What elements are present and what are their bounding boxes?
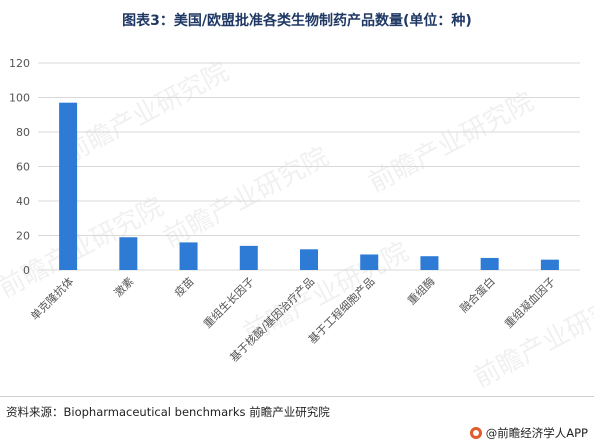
bar — [360, 254, 379, 270]
x-tick-label: 重组酶 — [404, 274, 437, 307]
x-tick-label: 重组凝血因子 — [501, 274, 558, 331]
source-note: 资料来源：Biopharmaceutical benchmarks 前瞻产业研究… — [6, 405, 330, 419]
bar — [300, 249, 318, 270]
y-tick-label: 60 — [16, 161, 30, 174]
x-tick-label: 疫苗 — [171, 274, 196, 299]
y-tick-label: 80 — [16, 126, 30, 139]
chart-title: 图表3：美国/欧盟批准各类生物制药产品数量(单位：种) — [122, 13, 472, 29]
watermark-text: 前瞻产业研究院 — [364, 87, 539, 199]
brand: @前瞻经济学人APP — [469, 425, 588, 441]
bar — [420, 256, 439, 270]
y-axis: 0 20 40 60 80 100 120 — [9, 57, 30, 277]
y-tick-label: 100 — [9, 92, 30, 105]
bar — [59, 102, 78, 270]
y-tick-label: 0 — [23, 264, 30, 277]
watermark-text: 前瞻产业研究院 — [59, 57, 234, 169]
bar — [480, 257, 499, 270]
watermark-text: 前瞻产业研究院 — [159, 142, 334, 254]
brand-logo-icon — [469, 427, 482, 439]
bars — [59, 102, 559, 270]
brand-label: @前瞻经济学人APP — [485, 426, 588, 440]
y-tick-label: 40 — [16, 195, 30, 208]
footer-divider — [0, 396, 594, 397]
watermark-text: 前瞻产业研究院 — [0, 192, 169, 304]
bar — [179, 242, 198, 270]
x-tick-label: 融合蛋白 — [457, 274, 498, 315]
y-tick-label: 20 — [16, 230, 30, 243]
bar — [119, 237, 138, 270]
bar — [540, 259, 559, 270]
bar — [239, 245, 258, 270]
y-tick-label: 120 — [9, 57, 30, 70]
x-tick-label: 激素 — [111, 274, 136, 299]
